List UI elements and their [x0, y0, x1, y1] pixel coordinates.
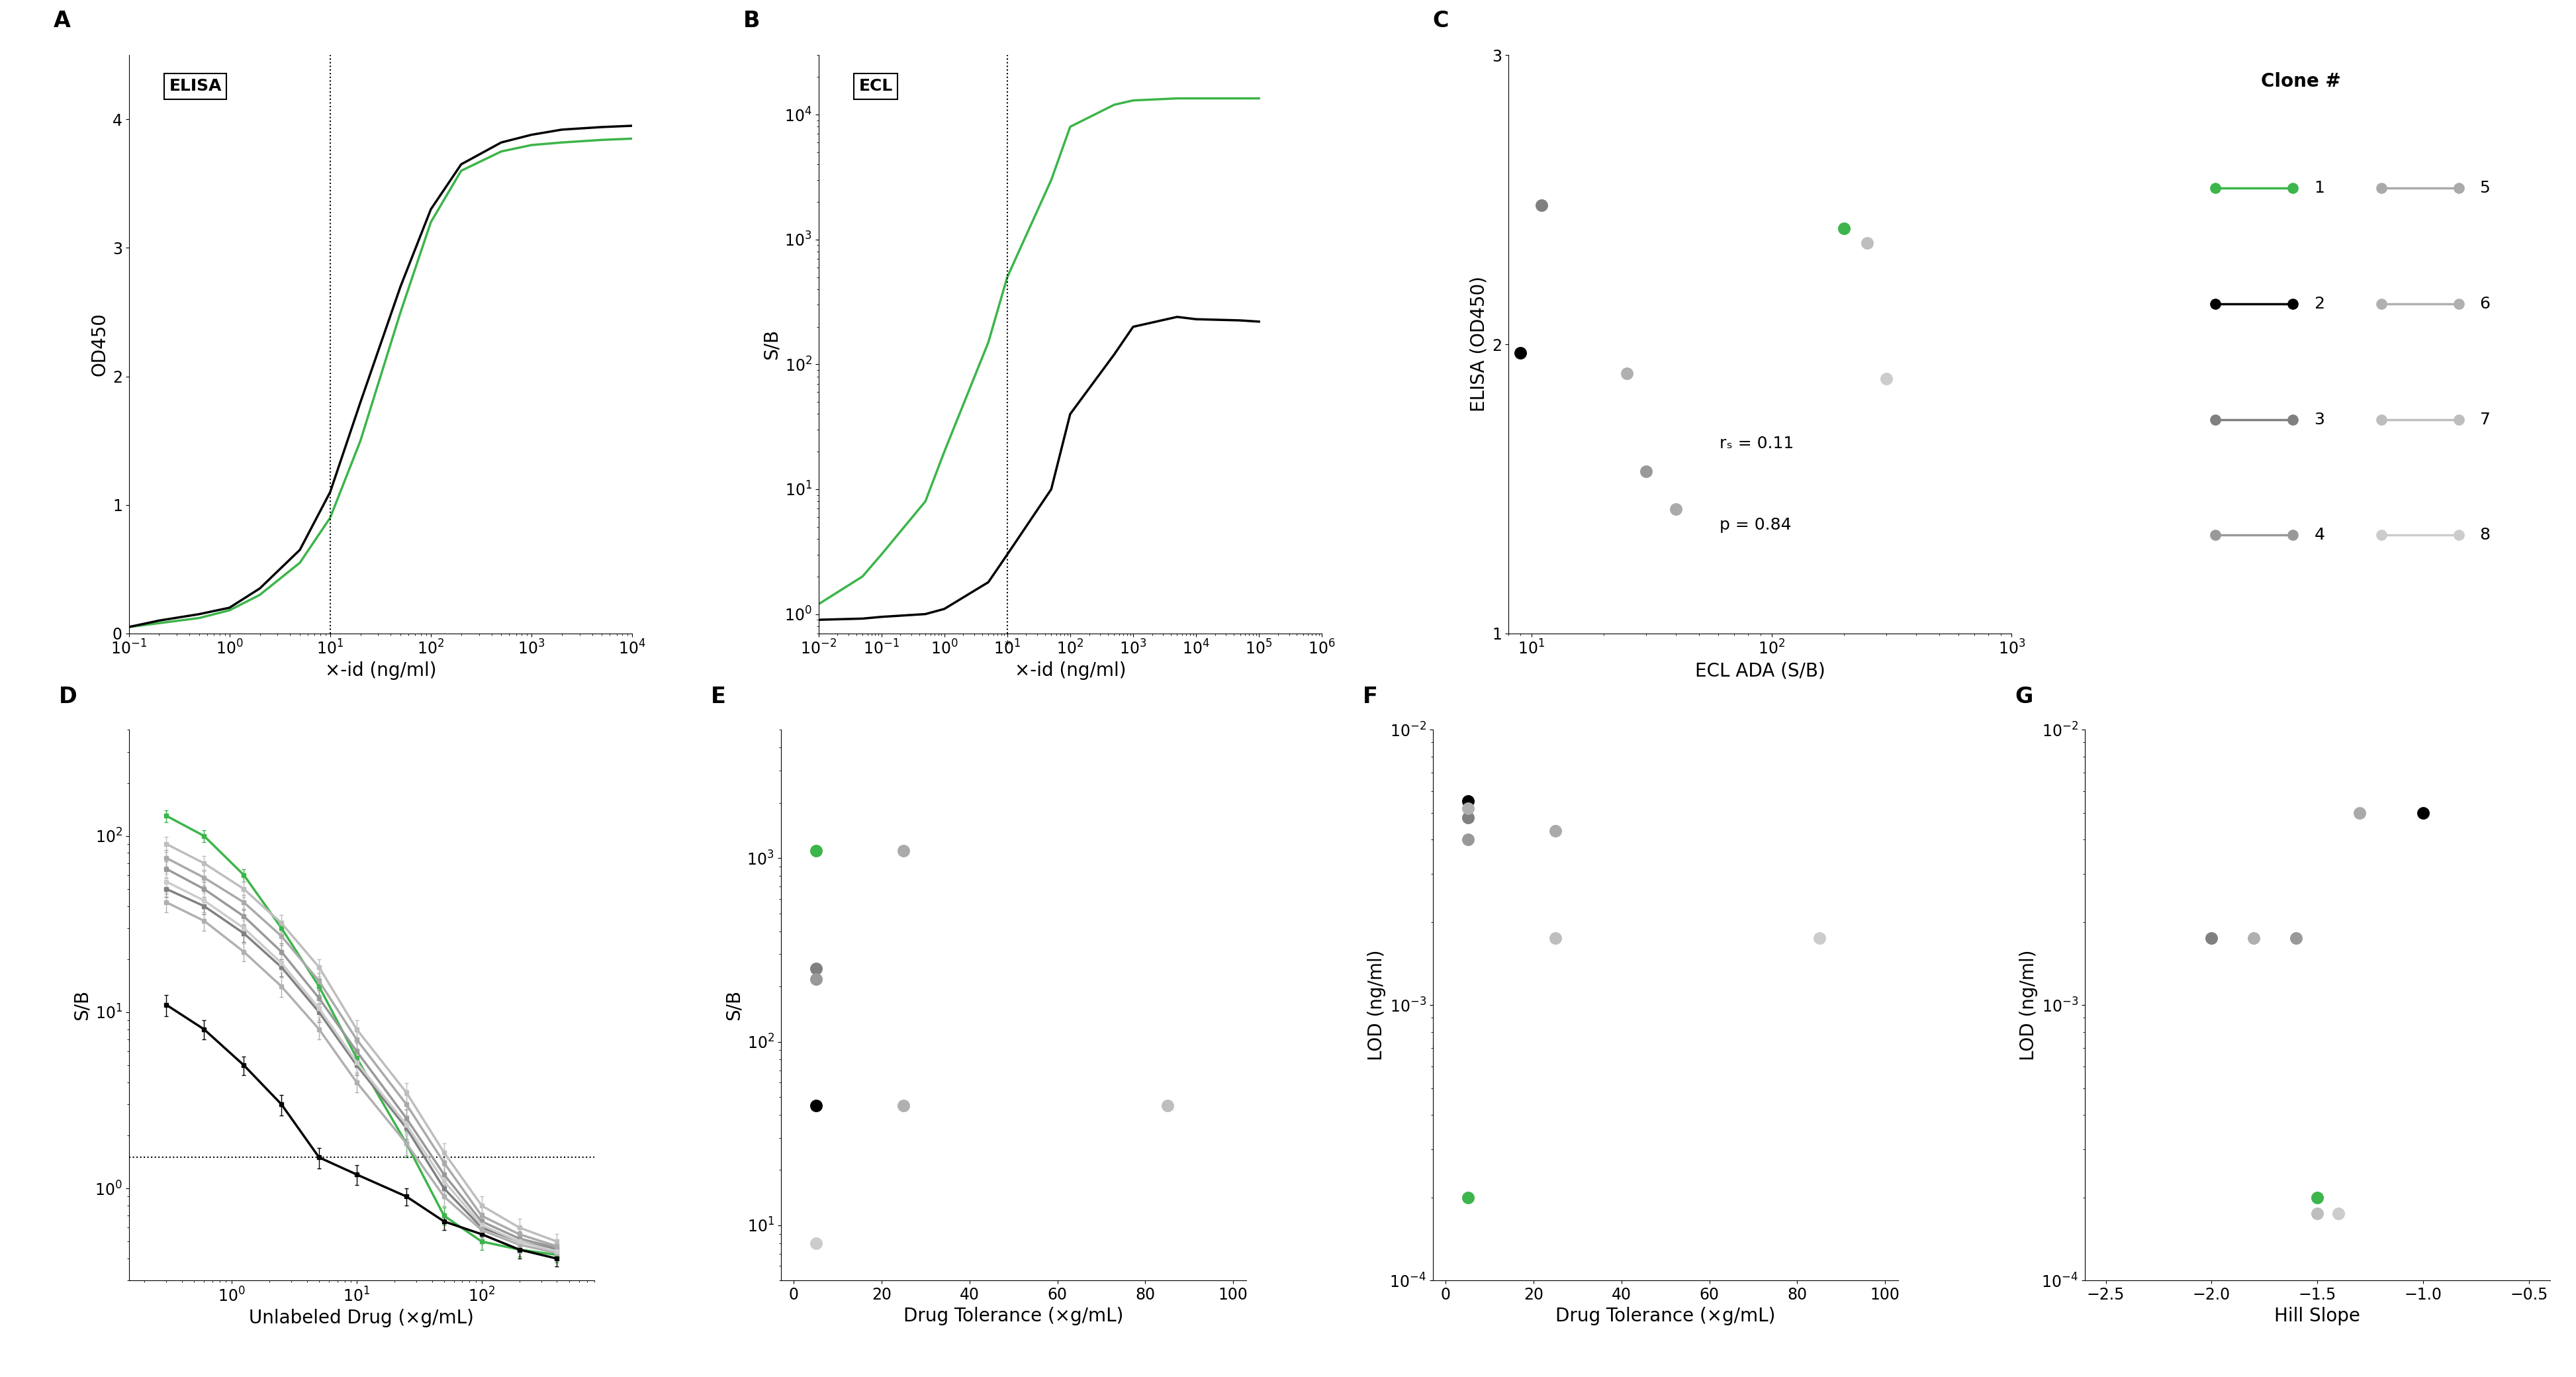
Y-axis label: OD450: OD450: [90, 313, 108, 376]
Point: [2233, 927, 2275, 949]
Point: [1448, 807, 1489, 829]
Text: 4: 4: [2313, 527, 2324, 543]
X-axis label: Hill Slope: Hill Slope: [2275, 1307, 2360, 1325]
Point: [1607, 362, 1649, 384]
Text: 7: 7: [2481, 412, 2491, 427]
Point: [2339, 801, 2380, 823]
Point: [1535, 927, 1577, 949]
Point: [1448, 797, 1489, 819]
Text: 3: 3: [2313, 412, 2324, 427]
Point: [796, 957, 837, 979]
Text: A: A: [54, 10, 70, 32]
Point: [1448, 1187, 1489, 1209]
Text: 8: 8: [2481, 527, 2491, 543]
Text: Clone #: Clone #: [2262, 73, 2342, 91]
Text: p = 0.84: p = 0.84: [1721, 516, 1790, 533]
X-axis label: Drug Tolerance (×g/mL): Drug Tolerance (×g/mL): [1556, 1307, 1775, 1325]
Point: [1535, 819, 1577, 841]
Point: [1499, 341, 1540, 364]
Point: [1865, 368, 1906, 390]
Point: [796, 1232, 837, 1254]
Point: [2318, 1202, 2360, 1224]
Text: F: F: [1363, 686, 1378, 708]
Y-axis label: LOD (ng/ml): LOD (ng/ml): [2020, 950, 2038, 1060]
Text: B: B: [742, 10, 760, 32]
Point: [884, 1095, 925, 1117]
Point: [796, 968, 837, 990]
Text: *: *: [1005, 640, 1010, 651]
Point: [1798, 927, 1839, 949]
X-axis label: ECL ADA (S/B): ECL ADA (S/B): [1695, 661, 1824, 680]
Point: [2275, 927, 2316, 949]
Point: [1146, 1095, 1188, 1117]
X-axis label: ×-id (ng/ml): ×-id (ng/ml): [325, 661, 435, 680]
Y-axis label: ELISA (OD450): ELISA (OD450): [1468, 277, 1489, 412]
Text: ELISA: ELISA: [170, 78, 222, 94]
Y-axis label: S/B: S/B: [724, 990, 744, 1020]
Point: [2403, 801, 2445, 823]
Text: 2: 2: [2313, 296, 2324, 311]
Text: E: E: [711, 686, 726, 708]
Point: [1656, 498, 1698, 521]
Point: [884, 840, 925, 862]
Y-axis label: S/B: S/B: [72, 990, 90, 1020]
Text: 6: 6: [2481, 296, 2491, 311]
Point: [2192, 927, 2233, 949]
Text: D: D: [59, 686, 77, 708]
Point: [796, 840, 837, 862]
Text: 1: 1: [2313, 180, 2324, 196]
Text: 5: 5: [2481, 180, 2491, 196]
Text: C: C: [1432, 10, 1448, 32]
Text: G: G: [2014, 686, 2032, 708]
Point: [2298, 1187, 2339, 1209]
Point: [1847, 231, 1888, 253]
X-axis label: ×-id (ng/ml): ×-id (ng/ml): [1015, 661, 1126, 680]
Point: [1520, 194, 1561, 216]
Point: [1824, 218, 1865, 240]
Point: [1448, 829, 1489, 851]
Point: [796, 1095, 837, 1117]
Point: [1625, 460, 1667, 482]
Point: [2298, 1202, 2339, 1224]
X-axis label: Drug Tolerance (×g/mL): Drug Tolerance (×g/mL): [904, 1307, 1123, 1325]
Y-axis label: S/B: S/B: [762, 329, 781, 359]
Text: ECL: ECL: [858, 78, 894, 94]
Y-axis label: LOD (ng/ml): LOD (ng/ml): [1368, 950, 1386, 1060]
Text: *: *: [327, 752, 332, 763]
Point: [1448, 790, 1489, 812]
X-axis label: Unlabeled Drug (×g/mL): Unlabeled Drug (×g/mL): [250, 1308, 474, 1327]
Text: rₛ = 0.11: rₛ = 0.11: [1721, 435, 1793, 452]
